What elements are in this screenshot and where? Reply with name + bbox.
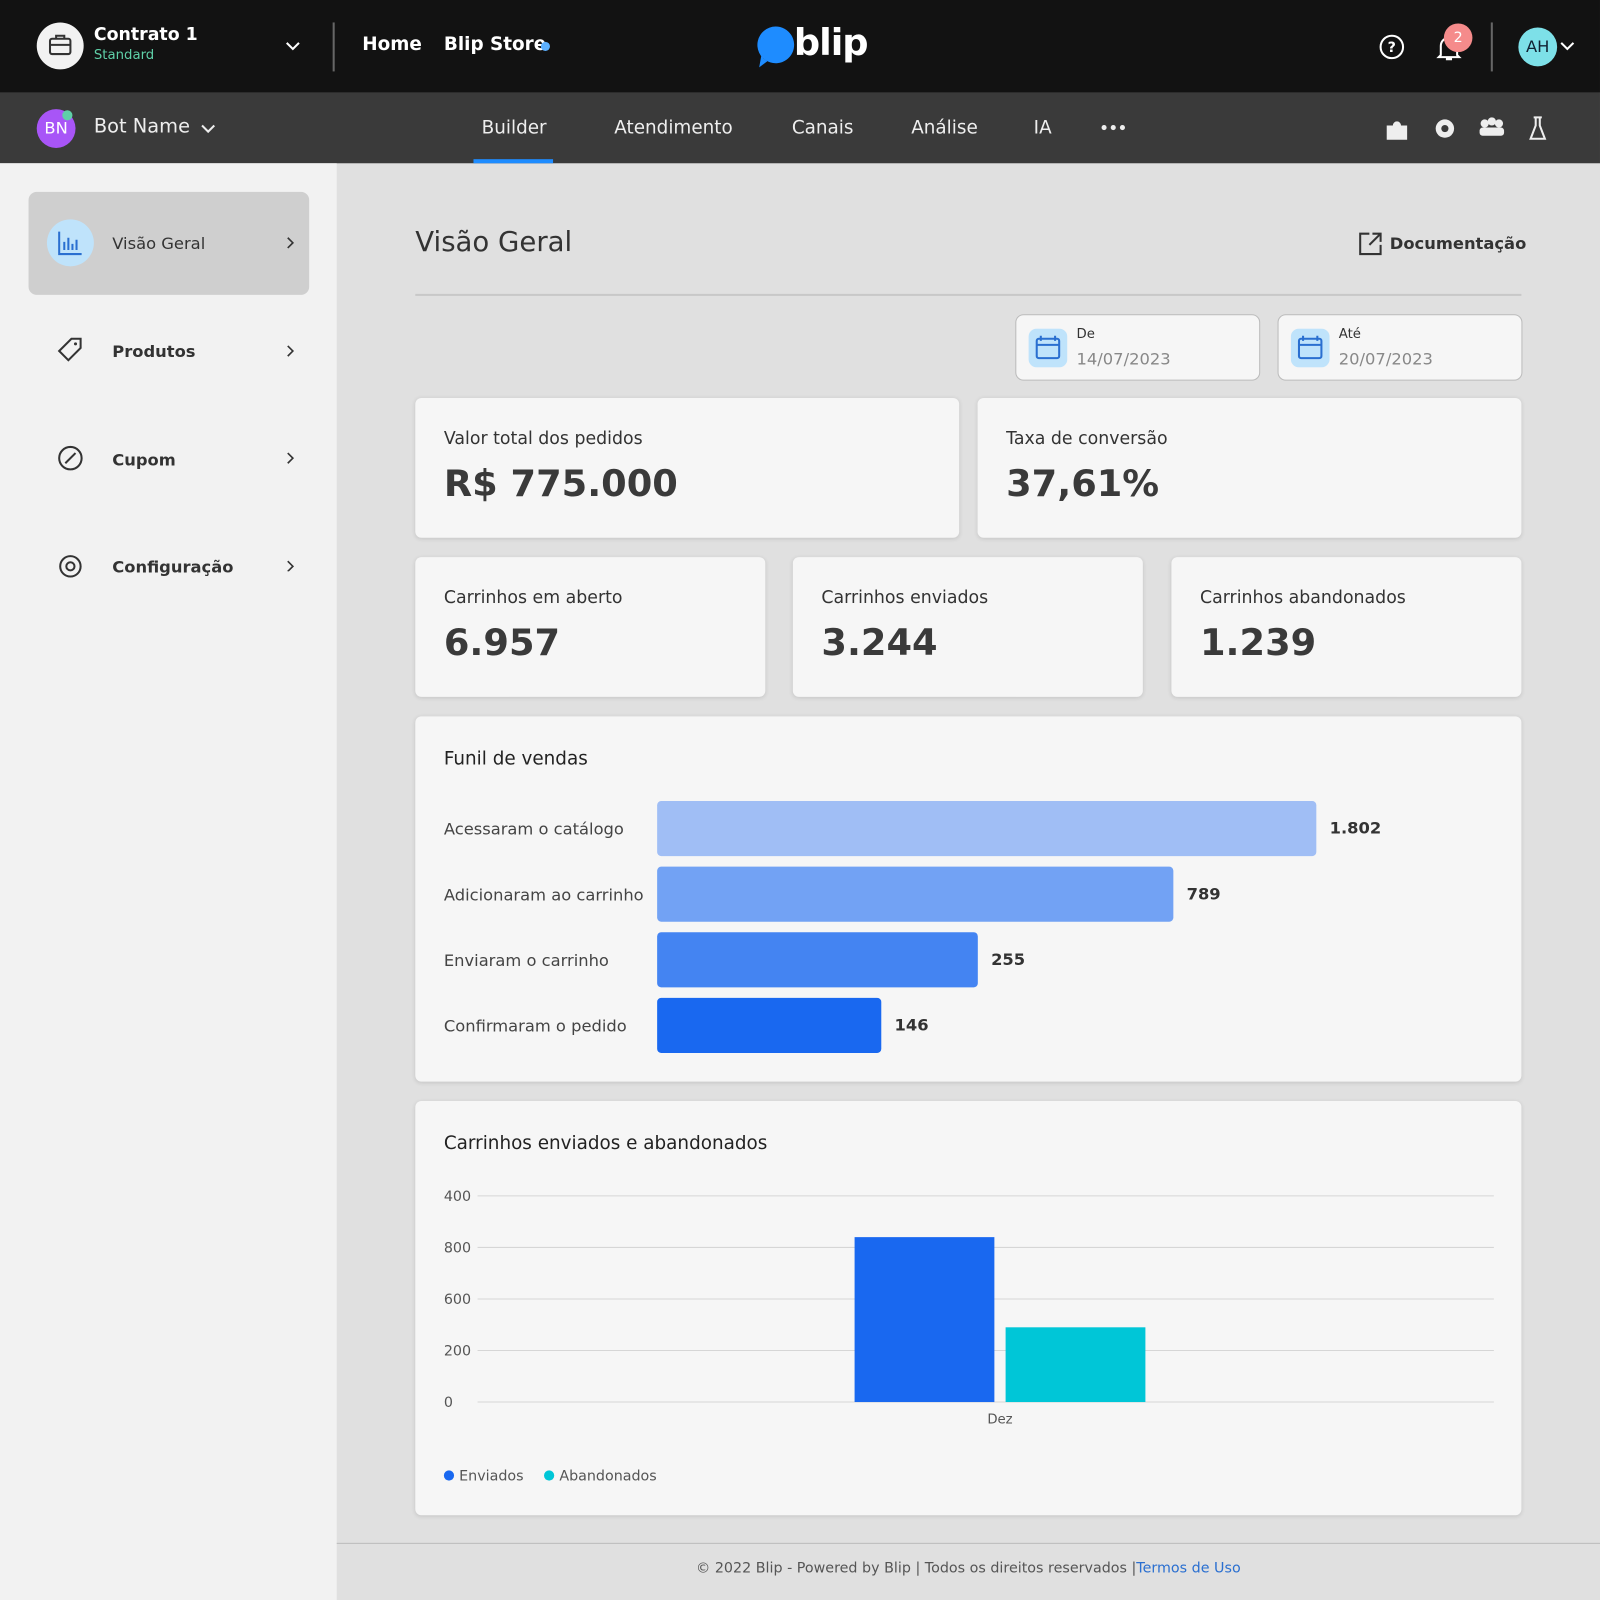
funnel-bar <box>657 801 1317 857</box>
y-tick-label: 400 <box>444 1189 471 1205</box>
funnel-bar <box>657 997 882 1053</box>
user-avatar[interactable]: AH <box>1518 27 1558 67</box>
y-tick-label: 200 <box>444 1344 471 1360</box>
legend-swatch <box>443 1470 455 1481</box>
avatar-caret[interactable] <box>1559 39 1575 53</box>
logo-icon <box>757 26 795 68</box>
logo[interactable]: blip <box>793 22 869 65</box>
kpi-label: Carrinhos abandonados <box>1199 587 1406 609</box>
kpi-label: Carrinhos em aberto <box>443 587 623 609</box>
y-tick-label: 800 <box>444 1241 471 1257</box>
kpi-label: Valor total dos pedidos <box>443 428 643 449</box>
kpi-card: Taxa de conversão 37,61% <box>977 397 1522 538</box>
date-value: 20/07/2023 <box>1338 348 1433 369</box>
divider <box>1490 22 1493 72</box>
date-from[interactable]: De 14/07/2023 <box>1015 314 1261 381</box>
value-label: 255 <box>991 950 1025 969</box>
bar <box>854 1237 995 1403</box>
category-label: Enviaram o carrinho <box>444 951 609 970</box>
legend-label: Enviados <box>459 1469 523 1485</box>
kpi-card: Valor total dos pedidos R$ 775.000 <box>415 397 960 538</box>
doc-icon[interactable] <box>1357 231 1384 258</box>
x-tick-label: Dez <box>987 1412 1012 1427</box>
kpi-card: Carrinhos abandonados 1.239 <box>1171 557 1522 697</box>
category-label: Adicionaram ao carrinho <box>444 885 644 904</box>
legend-label: Abandonados <box>559 1469 656 1485</box>
date-label: De <box>1076 326 1095 342</box>
value-label: 146 <box>895 1016 929 1035</box>
notification-badge: 2 <box>1443 23 1473 53</box>
kpi-value: 1.239 <box>1199 622 1317 665</box>
date-to[interactable]: Até 20/07/2023 <box>1277 314 1523 381</box>
sidebar: Visão Geral Produtos Cupom Configuração <box>0 163 337 1600</box>
kpi-value: 37,61% <box>1006 463 1160 506</box>
top-bar: Contrato 1 Standard Home Blip Store blip… <box>0 0 1600 93</box>
sidebar-item[interactable]: Produtos <box>112 341 196 362</box>
chart-title: Carrinhos enviados e abandonados <box>444 1133 767 1154</box>
value-label: 1.802 <box>1330 819 1382 838</box>
y-tick-label: 600 <box>444 1292 471 1308</box>
kpi-value: 6.957 <box>443 622 561 665</box>
tab[interactable]: Atendimento <box>614 117 733 139</box>
footer-link[interactable]: Termos de Uso <box>1136 1560 1241 1577</box>
tab[interactable]: Builder <box>481 117 547 139</box>
bot-caret[interactable] <box>199 121 217 135</box>
sidebar-icons <box>57 337 83 578</box>
kpi-label: Carrinhos enviados <box>821 587 989 609</box>
footer-rule <box>336 1542 1600 1544</box>
kpi-card: Carrinhos em aberto 6.957 <box>415 557 766 697</box>
value-label: 789 <box>1187 884 1221 903</box>
bot-avatar: BN <box>36 109 76 148</box>
date-value: 14/07/2023 <box>1076 348 1171 369</box>
bot-name[interactable]: Bot Name <box>93 115 191 138</box>
chart-title: Funil de vendas <box>444 748 588 769</box>
tab[interactable]: Análise <box>911 117 978 139</box>
contract-plan: Standard <box>93 47 155 64</box>
kpi-value: 3.244 <box>821 622 938 665</box>
kpi-card: Carrinhos enviados 3.244 <box>792 557 1143 697</box>
category-label: Confirmaram o pedido <box>444 1017 627 1036</box>
category-label: Acessaram o catálogo <box>444 820 624 839</box>
contract-name[interactable]: Contrato 1 <box>93 24 198 45</box>
footer-text: © 2022 Blip - Powered by Blip | Todos os… <box>695 1560 1137 1577</box>
tab-indicator <box>473 159 554 164</box>
legend-swatch <box>544 1470 555 1481</box>
sidebar-item[interactable]: Cupom <box>112 449 176 470</box>
sidebar-item[interactable]: Visão Geral <box>112 233 206 254</box>
date-label: Até <box>1338 326 1361 342</box>
nav-store[interactable]: Blip Store <box>443 33 547 56</box>
contract-icon <box>36 22 84 70</box>
contract-caret[interactable] <box>284 39 302 53</box>
divider <box>332 22 335 72</box>
kpi-value: R$ 775.000 <box>443 463 678 506</box>
sidebar-item[interactable]: Configuração <box>112 557 234 577</box>
funnel-bar <box>657 866 1174 922</box>
tab[interactable]: IA <box>1033 117 1052 139</box>
more-icon[interactable] <box>1100 121 1127 133</box>
footer: © 2022 Blip - Powered by Blip | Todos os… <box>337 1560 1600 1576</box>
store-dot <box>540 41 550 52</box>
page-title: Visão Geral <box>415 226 573 259</box>
tab[interactable]: Canais <box>791 117 854 139</box>
bot-bar: BN Bot Name Builder Atendimento Canais A… <box>0 92 1600 164</box>
bar <box>1005 1327 1146 1403</box>
funnel-bar <box>657 932 978 988</box>
status-dot <box>62 110 73 121</box>
bot-tools[interactable] <box>1383 113 1556 144</box>
doc-link[interactable]: Documentação <box>1389 233 1527 254</box>
sidebar-chevrons <box>287 237 295 572</box>
svg-text:?: ? <box>1388 40 1396 56</box>
header-rule <box>415 293 1522 296</box>
overview-icon <box>46 219 94 267</box>
y-tick-label: 0 <box>444 1395 453 1411</box>
help-icon[interactable]: ? <box>1379 34 1406 61</box>
kpi-label: Taxa de conversão <box>1006 428 1168 449</box>
nav-home[interactable]: Home <box>362 33 422 56</box>
